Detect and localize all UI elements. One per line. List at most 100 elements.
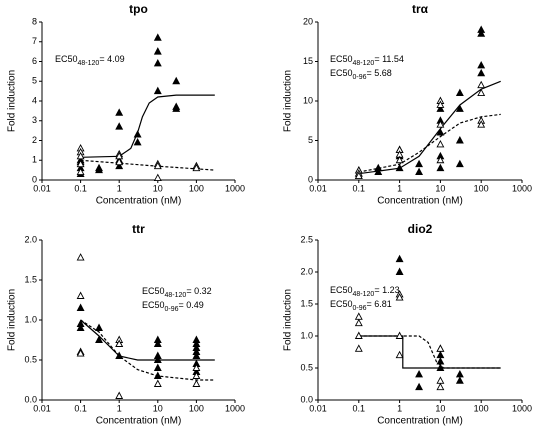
data-point	[115, 122, 124, 130]
x-tick-label: 10	[435, 403, 445, 413]
y-axis-label: Fold induction	[7, 70, 18, 132]
data-point	[374, 167, 383, 176]
data-point	[436, 163, 445, 172]
y-tick-label: 0.5	[24, 354, 37, 364]
data-point	[172, 76, 181, 85]
ec50-base: EC50	[330, 68, 353, 78]
x-tick-label: 100	[474, 403, 489, 413]
data-point	[436, 357, 445, 365]
data-point	[115, 351, 124, 359]
data-point	[477, 60, 486, 69]
ec50-subscript: 48-120	[353, 60, 375, 67]
data-point	[153, 339, 162, 347]
x-tick-label: 1	[117, 403, 122, 413]
panel-title: trα	[412, 2, 429, 16]
y-tick-label: 2.0	[300, 266, 313, 276]
data-point	[172, 104, 181, 112]
data-point	[354, 171, 363, 179]
ec50-value: = 6.81	[367, 299, 392, 309]
data-point	[115, 108, 124, 116]
data-point	[436, 155, 445, 164]
y-tick-label: 3	[32, 115, 37, 125]
data-point	[153, 371, 162, 379]
data-point	[76, 167, 85, 176]
data-point	[192, 371, 201, 379]
y-tick-label: 8	[32, 16, 37, 26]
data-point	[395, 267, 404, 275]
data-point	[76, 303, 85, 311]
data-point	[76, 159, 85, 168]
data-point	[153, 47, 162, 55]
ec50-base: EC50	[142, 300, 165, 310]
x-tick-label: 100	[189, 403, 204, 413]
data-point	[354, 312, 363, 320]
data-point	[395, 163, 404, 172]
y-tick-label: 2	[32, 135, 37, 145]
y-axis-label: Fold induction	[7, 289, 18, 351]
data-point	[115, 339, 124, 347]
data-point	[354, 344, 363, 352]
data-point	[395, 293, 404, 301]
y-tick-label: 0	[32, 174, 37, 184]
ec50-annotation: EC5048-120= 1.23	[330, 285, 400, 298]
data-point	[153, 161, 162, 170]
x-tick-label: 1000	[512, 183, 532, 193]
ec50-annotation: EC5048-120= 11.54	[330, 54, 404, 67]
data-point	[436, 120, 445, 128]
ec50-base: EC50	[330, 54, 353, 64]
data-point	[415, 167, 424, 176]
data-point	[415, 382, 424, 391]
data-point	[95, 165, 103, 174]
data-point	[395, 254, 404, 263]
x-tick-label: 10	[435, 183, 445, 193]
y-tick-label: 4	[32, 95, 37, 105]
data-point	[115, 157, 124, 166]
y-tick-label: 2.0	[24, 234, 37, 244]
y-tick-label: 1.0	[300, 330, 313, 340]
y-tick-label: 2.5	[300, 234, 313, 244]
data-point	[354, 318, 363, 327]
data-point	[354, 331, 363, 339]
data-point	[436, 344, 445, 352]
data-point	[133, 130, 142, 138]
x-tick-label: 1000	[512, 403, 532, 413]
ec50-annotation: EC500-96= 5.68	[330, 68, 392, 81]
ec50-base: EC50	[330, 285, 353, 295]
x-tick-label: 0.1	[353, 403, 366, 413]
data-point	[76, 349, 85, 357]
x-axis-label: Concentration (nM)	[96, 196, 182, 207]
x-axis-label: Concentration (nM)	[96, 416, 182, 427]
ec50-subscript: 0-96	[353, 305, 367, 312]
x-tick-label: 1000	[225, 403, 245, 413]
data-point	[133, 138, 142, 146]
data-point	[76, 291, 85, 299]
data-point	[192, 379, 201, 387]
data-point	[76, 151, 85, 160]
data-point	[153, 33, 162, 41]
data-point	[477, 80, 486, 89]
data-point	[153, 86, 162, 95]
x-tick-label: 1	[397, 403, 402, 413]
y-tick-label: 0	[308, 174, 313, 184]
y-tick-label: 6	[32, 56, 37, 66]
y-tick-label: 0.5	[300, 362, 313, 372]
data-point	[436, 139, 445, 148]
data-point	[436, 376, 445, 384]
x-tick-label: 0.1	[74, 183, 87, 193]
ec50-value: = 0.32	[186, 286, 211, 296]
ec50-value: = 5.68	[367, 68, 392, 78]
data-point	[477, 68, 486, 77]
fit-curve	[80, 159, 215, 171]
data-point	[455, 136, 464, 144]
ec50-base: EC50	[330, 299, 353, 309]
ec50-value: = 0.49	[179, 300, 204, 310]
ec50-value: = 4.09	[99, 54, 124, 64]
ec50-value: = 1.23	[374, 285, 399, 295]
data-point	[153, 355, 162, 363]
data-point	[436, 100, 445, 108]
data-point	[477, 88, 486, 97]
data-point	[76, 323, 85, 331]
data-point	[415, 369, 424, 378]
data-point	[192, 163, 201, 172]
panel-title: ttr	[132, 222, 145, 236]
